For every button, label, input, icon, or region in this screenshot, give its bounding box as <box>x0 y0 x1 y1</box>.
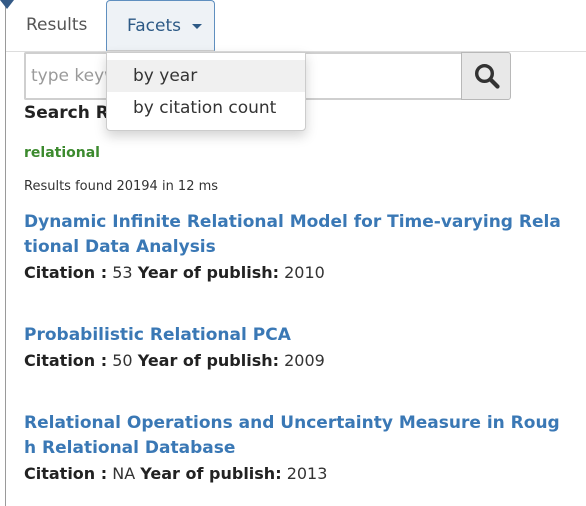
result-item: Probabilistic Relational PCA Citation : … <box>24 323 564 373</box>
tab-facets[interactable]: Facets <box>106 0 215 51</box>
menu-item-by-year[interactable]: by year <box>107 60 305 92</box>
citation-value: 53 <box>112 263 133 282</box>
citation-value: NA <box>112 464 136 483</box>
result-meta: Citation : 50 Year of publish: 2009 <box>24 348 564 373</box>
tab-bar: Results Facets <box>6 0 586 52</box>
year-value: 2009 <box>284 351 325 370</box>
menu-item-by-citation-count[interactable]: by citation count <box>133 98 277 118</box>
tab-results[interactable]: Results <box>26 15 88 35</box>
result-title-link[interactable]: Probabilistic Relational PCA <box>24 325 291 345</box>
result-title-link[interactable]: Dynamic Infinite Relational Model for Ti… <box>24 212 561 257</box>
citation-label: Citation : <box>24 351 108 370</box>
year-label: Year of publish: <box>137 263 280 282</box>
search-button[interactable] <box>461 52 511 100</box>
result-meta: Citation : NA Year of publish: 2013 <box>24 461 564 486</box>
year-label: Year of publish: <box>140 464 282 483</box>
citation-label: Citation : <box>24 263 108 282</box>
query-term: relational <box>24 145 100 161</box>
facets-dropdown-menu: by year by citation count <box>106 52 306 131</box>
result-meta: Citation : 53 Year of publish: 2010 <box>24 260 564 285</box>
citation-value: 50 <box>112 351 133 370</box>
result-title-link[interactable]: Relational Operations and Uncertainty Me… <box>24 413 560 458</box>
caret-down-icon <box>192 23 203 29</box>
result-item: Dynamic Infinite Relational Model for Ti… <box>24 210 564 285</box>
year-value: 2010 <box>284 263 325 282</box>
results-count-text: Results found 20194 in 12 ms <box>24 179 219 194</box>
tab-facets-label: Facets <box>127 16 181 36</box>
result-item: Relational Operations and Uncertainty Me… <box>24 411 564 486</box>
year-label: Year of publish: <box>137 351 280 370</box>
left-border <box>5 0 6 506</box>
corner-marker-icon <box>0 0 14 9</box>
citation-label: Citation : <box>24 464 108 483</box>
magnifier-icon <box>474 63 500 89</box>
year-value: 2013 <box>286 464 328 483</box>
